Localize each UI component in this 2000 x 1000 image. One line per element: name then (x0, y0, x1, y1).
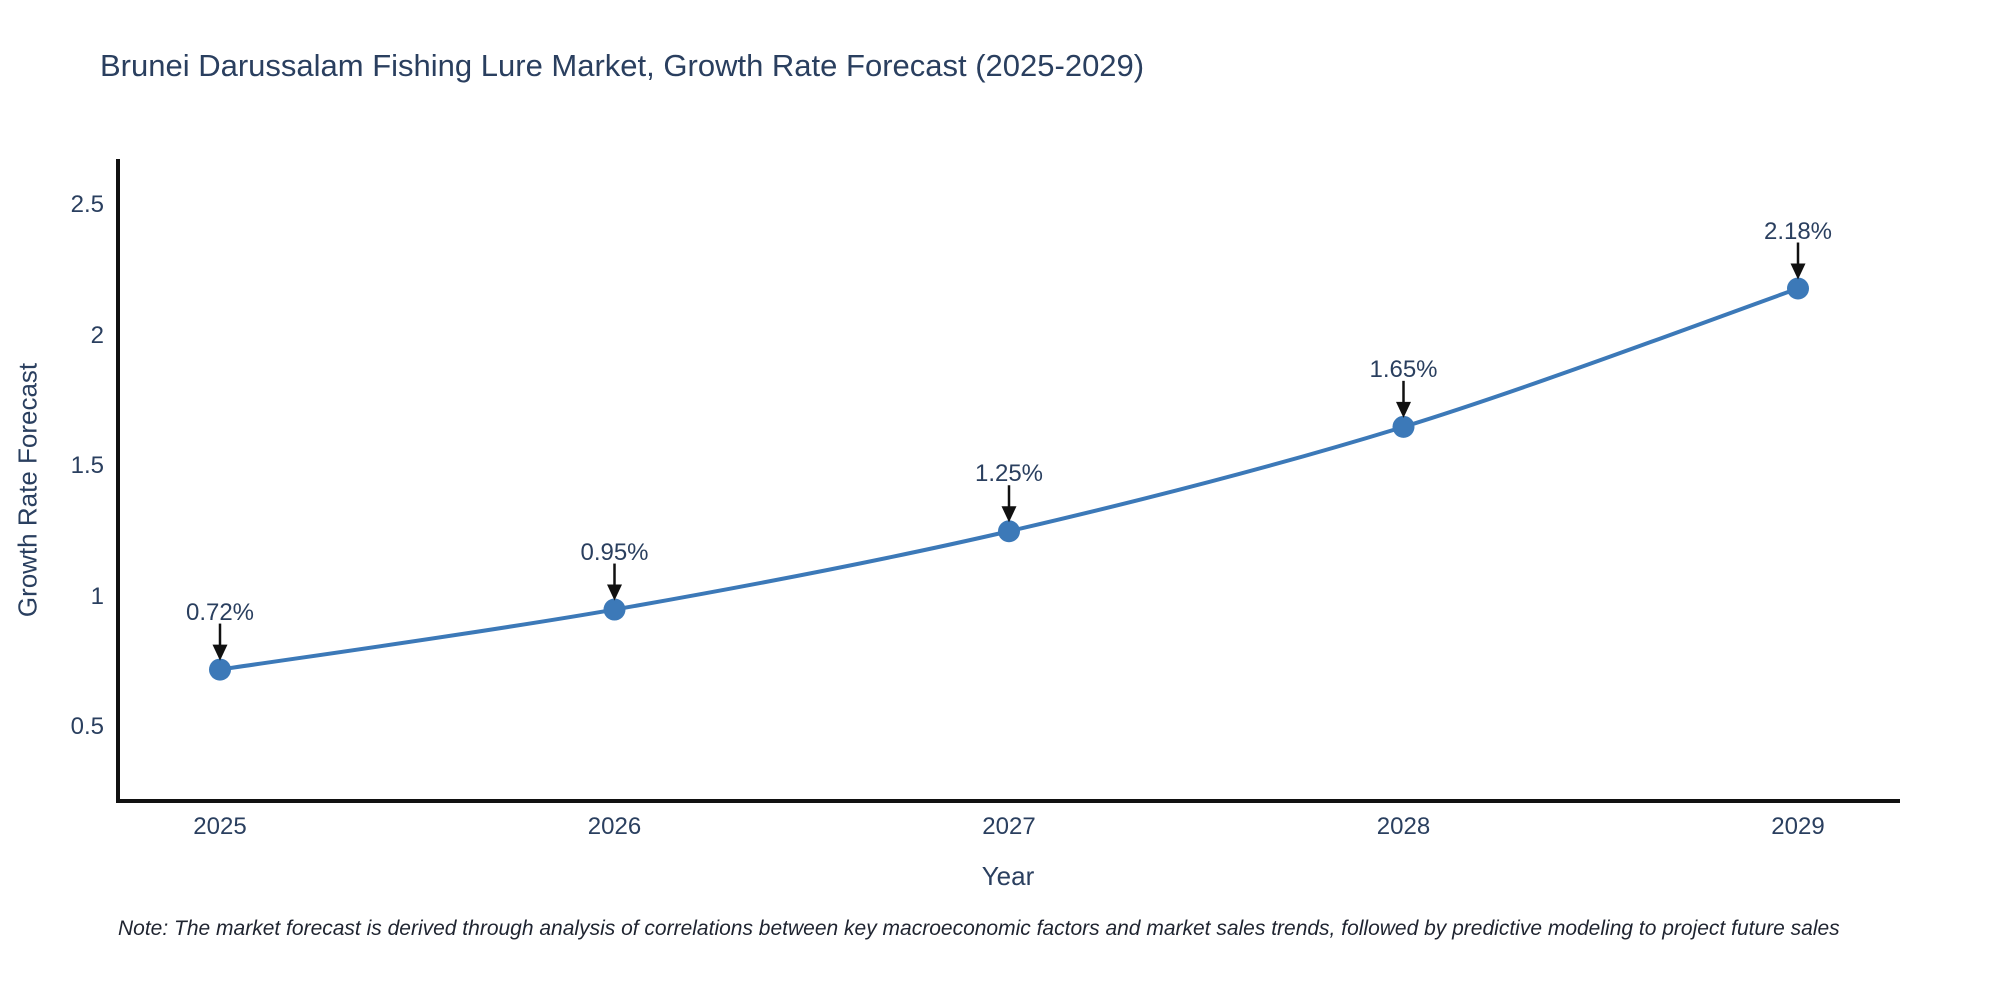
data-point-marker[interactable] (603, 598, 626, 621)
chart-note: Note: The market forecast is derived thr… (118, 917, 1840, 940)
data-point-marker[interactable] (1392, 415, 1415, 438)
data-point-marker[interactable] (1787, 277, 1809, 300)
annotation-arrowhead-icon (1790, 263, 1806, 280)
data-point-marker[interactable] (209, 658, 231, 681)
x-axis-title: Year (981, 861, 1035, 891)
annotation-arrowhead-icon (212, 644, 228, 661)
annotation-arrowhead-icon (607, 584, 622, 601)
chart-title: Brunei Darussalam Fishing Lure Market, G… (100, 48, 1145, 83)
series-line (219, 286, 1799, 672)
data-point-marker[interactable] (998, 520, 1020, 543)
annotation-arrowhead-icon (1396, 401, 1411, 418)
annotation-arrowhead-icon (1001, 506, 1017, 523)
